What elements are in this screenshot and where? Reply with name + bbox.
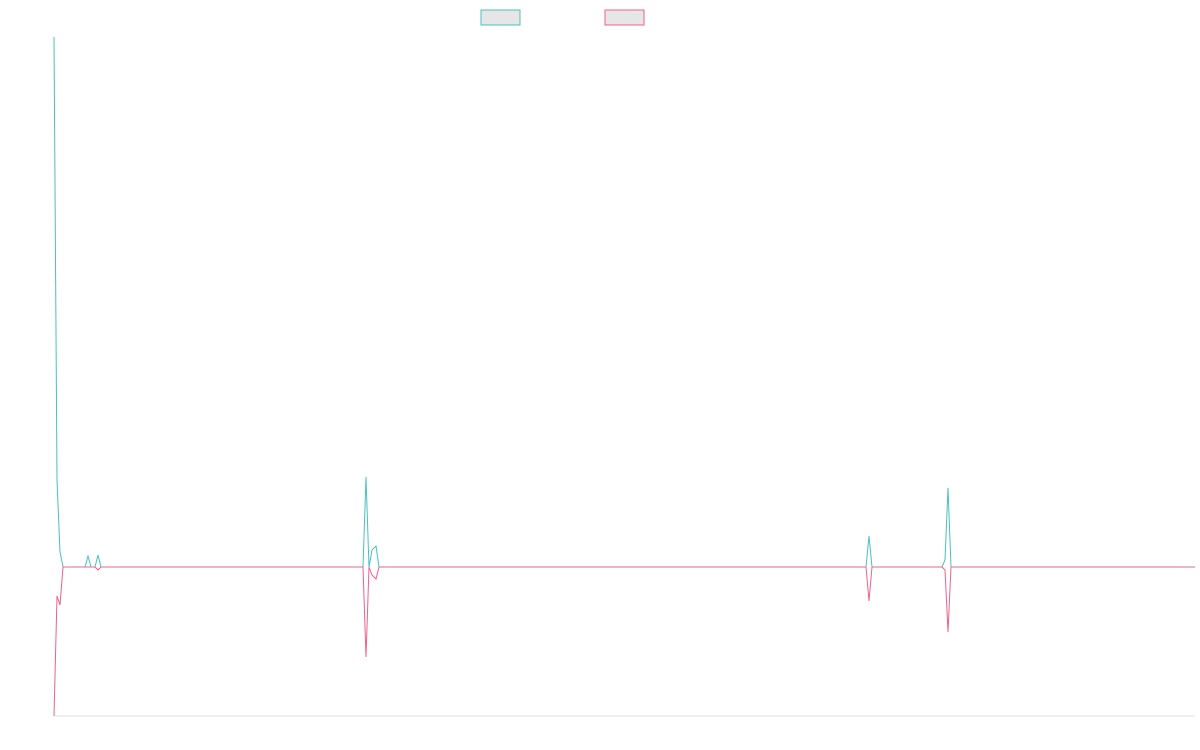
series-line bbox=[53, 566, 1195, 717]
legend-swatch bbox=[604, 9, 645, 26]
legend-swatch bbox=[480, 9, 521, 26]
series-line bbox=[53, 36, 1195, 568]
